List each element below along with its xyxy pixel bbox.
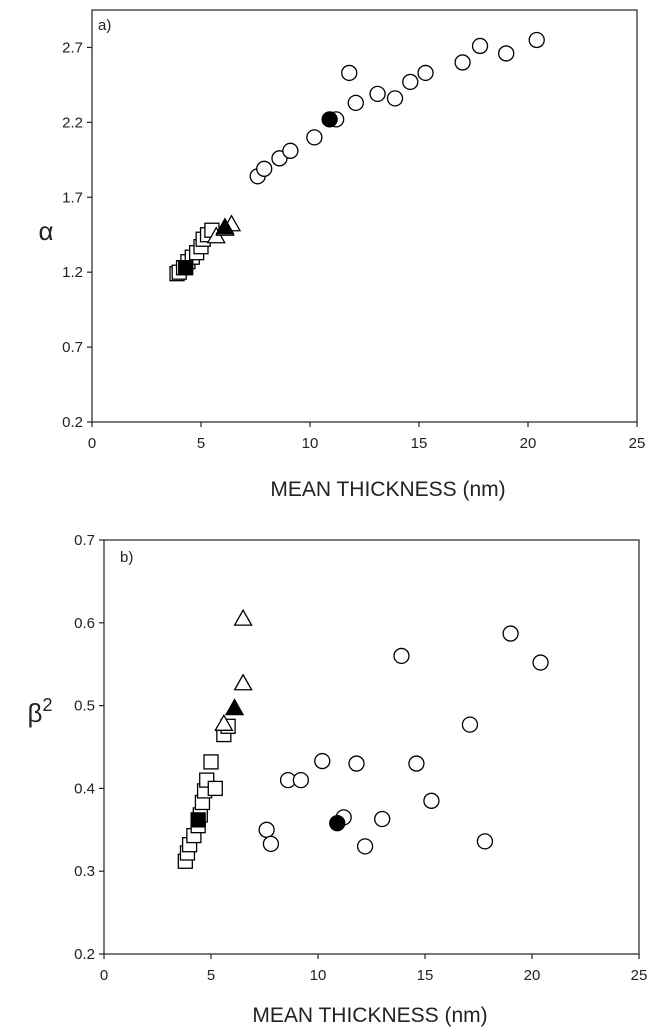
data-point-b-open-circle-7 — [356, 838, 374, 855]
y-tick-label-a-0: 0.2 — [62, 414, 83, 431]
data-point-a-open-circle-6 — [341, 64, 358, 82]
x-tick-label-b-1: 5 — [207, 967, 215, 984]
data-point-a-filled-triangle-0 — [215, 217, 235, 235]
y-tick-label-b-4: 0.6 — [74, 615, 95, 632]
data-point-a-open-circle-8 — [369, 85, 386, 103]
x-tick-label-a-5: 25 — [629, 435, 646, 452]
panel-b: b) 0 5 10 15 20 25 0.2 0.3 0.4 0.5 0.6 0.7 β2 MEAN … — [28, 532, 648, 1027]
data-point-b-open-circle-10 — [408, 755, 425, 772]
y-tick-label-b-1: 0.3 — [74, 863, 95, 880]
plot-frame-b — [103, 539, 640, 955]
y-tick-label-b-0: 0.2 — [74, 946, 95, 963]
panel-label-b: b) — [120, 549, 133, 566]
data-point-b-open-circle-6 — [348, 755, 365, 772]
y-tick-label-a-3: 1.7 — [62, 189, 83, 206]
x-tick-label-b-0: 0 — [100, 967, 108, 984]
data-point-a-open-circle-10 — [402, 73, 419, 91]
data-point-b-open-triangle-2 — [233, 608, 253, 626]
x-tick-label-b-5: 25 — [631, 967, 648, 984]
data-point-b-open-circle-15 — [532, 654, 549, 671]
data-point-a-open-circle-13 — [471, 37, 489, 55]
data-point-a-filled-square-0 — [178, 260, 194, 276]
ticks-a: 0 5 10 15 20 25 0.2 0.7 1.2 1.7 2.2 2.7 — [62, 39, 645, 452]
y-axis-label-a: α — [38, 216, 53, 246]
y-axis-label-a-main: α — [38, 216, 53, 246]
panel-a: a) 0 5 10 15 20 25 0.2 0.7 1.2 1.7 2.2 2.7 α MEAN T… — [38, 9, 645, 501]
data-point-a-open-circle-3 — [282, 142, 299, 159]
y-axis-label-b: β2 — [28, 695, 53, 728]
data-point-a-open-circle-9 — [386, 90, 404, 107]
data-point-b-open-square-10 — [207, 780, 223, 797]
data-point-a-open-circle-7 — [347, 94, 364, 112]
data-point-a-open-circle-4 — [306, 129, 323, 146]
y-tick-label-b-2: 0.4 — [74, 780, 95, 797]
data-point-a-filled-circle-0 — [321, 111, 338, 128]
data-point-a-open-circle-14 — [498, 45, 515, 62]
markers-b — [177, 608, 549, 869]
x-tick-label-a-0: 0 — [88, 435, 96, 452]
x-axis-label-b: MEAN THICKNESS (nm) — [252, 1004, 487, 1027]
data-point-b-filled-triangle-0 — [224, 698, 245, 716]
data-point-a-open-circle-12 — [454, 54, 471, 71]
data-point-b-open-circle-9 — [393, 647, 410, 665]
markers-a — [169, 31, 545, 282]
data-point-b-open-circle-11 — [423, 792, 440, 809]
data-point-a-open-circle-11 — [417, 64, 434, 82]
y-tick-label-a-5: 2.7 — [62, 39, 83, 56]
data-point-b-filled-circle-0 — [329, 815, 346, 832]
ticks-b: 0 5 10 15 20 25 0.2 0.3 0.4 0.5 0.6 0.7 — [74, 532, 647, 984]
y-axis-label-b-sup: 2 — [42, 695, 52, 715]
data-point-b-open-triangle-1 — [233, 673, 253, 691]
data-point-b-filled-square-0 — [190, 812, 206, 828]
data-point-b-open-circle-14 — [502, 625, 519, 642]
data-point-b-open-circle-1 — [262, 835, 280, 853]
data-point-b-open-circle-12 — [461, 716, 479, 733]
y-tick-label-a-4: 2.2 — [62, 114, 83, 131]
y-tick-label-b-5: 0.7 — [74, 532, 95, 549]
data-point-b-open-square-9 — [203, 754, 219, 770]
x-tick-label-b-3: 15 — [417, 967, 434, 984]
x-tick-label-a-1: 5 — [197, 435, 205, 452]
x-axis-label-a: MEAN THICKNESS (nm) — [270, 478, 505, 501]
data-point-b-open-circle-13 — [476, 833, 494, 850]
y-axis-label-b-main: β — [28, 698, 43, 728]
data-point-a-open-circle-15 — [528, 31, 545, 49]
plot-frame-a — [91, 9, 638, 423]
panel-label-a: a) — [98, 17, 111, 34]
data-point-b-open-circle-3 — [292, 771, 310, 789]
x-tick-label-b-4: 20 — [524, 967, 541, 984]
y-tick-label-a-2: 1.2 — [62, 264, 83, 281]
y-tick-label-b-3: 0.5 — [74, 698, 95, 715]
x-tick-label-a-4: 20 — [520, 435, 537, 452]
data-point-b-open-triangle-0 — [214, 713, 234, 731]
x-tick-label-a-2: 10 — [302, 435, 319, 452]
y-tick-label-a-1: 0.7 — [62, 339, 83, 356]
data-point-b-open-circle-0 — [258, 821, 275, 838]
x-tick-label-a-3: 15 — [411, 435, 428, 452]
data-point-b-open-circle-8 — [374, 810, 391, 828]
data-point-b-open-circle-4 — [314, 752, 331, 770]
data-point-a-open-circle-1 — [256, 160, 273, 177]
x-tick-label-b-2: 10 — [310, 967, 327, 984]
